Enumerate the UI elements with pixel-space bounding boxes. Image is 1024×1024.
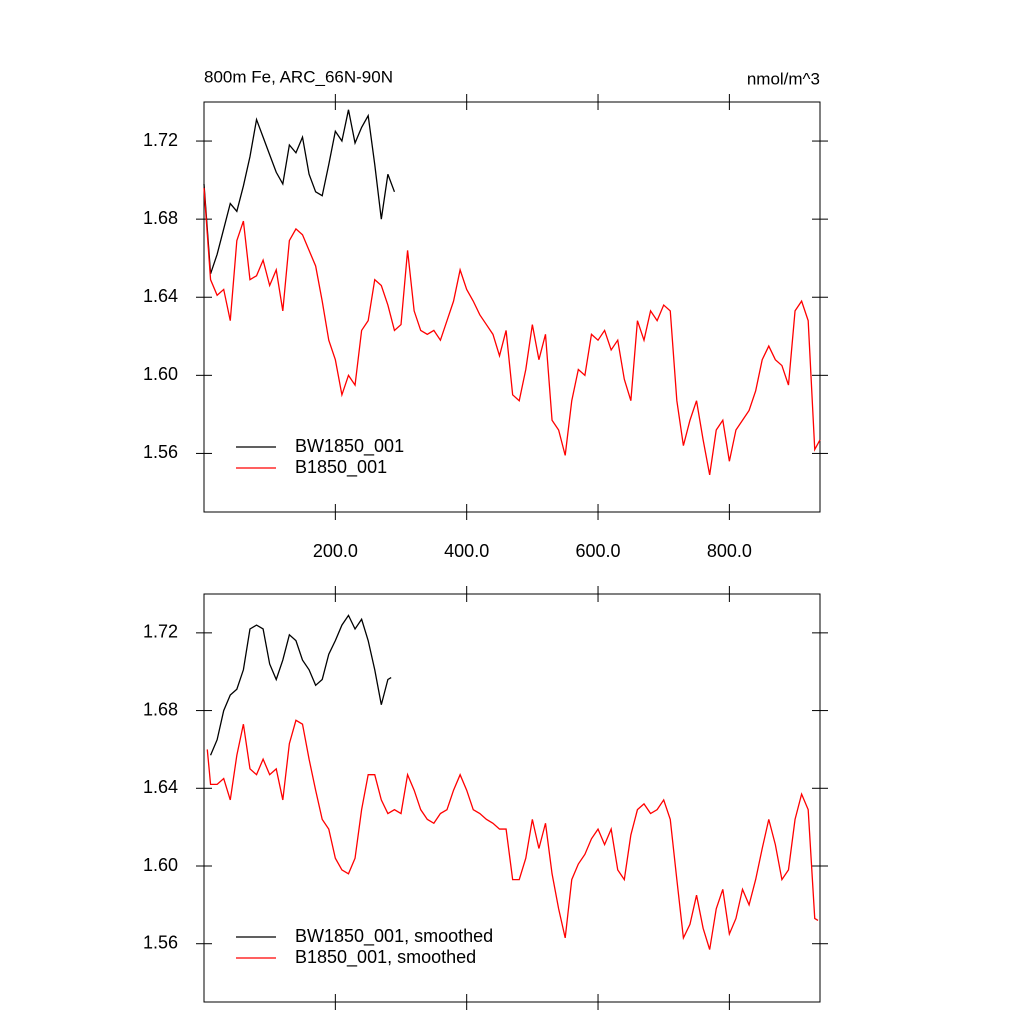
- y-tick-label: 1.60: [143, 364, 178, 384]
- y-tick-label: 1.68: [143, 699, 178, 719]
- y-tick-label: 1.56: [143, 932, 178, 952]
- x-tick-label: 800.0: [707, 541, 752, 561]
- chart-title: 800m Fe, ARC_66N-90N: [204, 67, 393, 86]
- y-tick-label: 1.72: [143, 130, 178, 150]
- y-tick-label: 1.60: [143, 855, 178, 875]
- y-tick-label: 1.68: [143, 208, 178, 228]
- x-tick-label: 400.0: [444, 541, 489, 561]
- y-tick-label: 1.72: [143, 622, 178, 642]
- y-tick-label: 1.56: [143, 442, 178, 462]
- legend-label: B1850_001, smoothed: [295, 947, 476, 968]
- y-tick-label: 1.64: [143, 777, 178, 797]
- data-line: [203, 109, 396, 275]
- x-tick-label: 600.0: [576, 541, 621, 561]
- units-label: nmol/m^3: [747, 69, 820, 88]
- legend-label: B1850_001: [295, 457, 387, 478]
- plot-frame: [203, 593, 821, 1003]
- data-line: [203, 187, 821, 476]
- legend-label: BW1850_001, smoothed: [295, 926, 493, 947]
- data-line: [206, 719, 819, 950]
- y-tick-label: 1.64: [143, 286, 178, 306]
- x-tick-label: 200.0: [313, 541, 358, 561]
- legend-label: BW1850_001: [295, 436, 404, 457]
- data-line: [209, 614, 392, 756]
- plot-frame: [203, 101, 821, 513]
